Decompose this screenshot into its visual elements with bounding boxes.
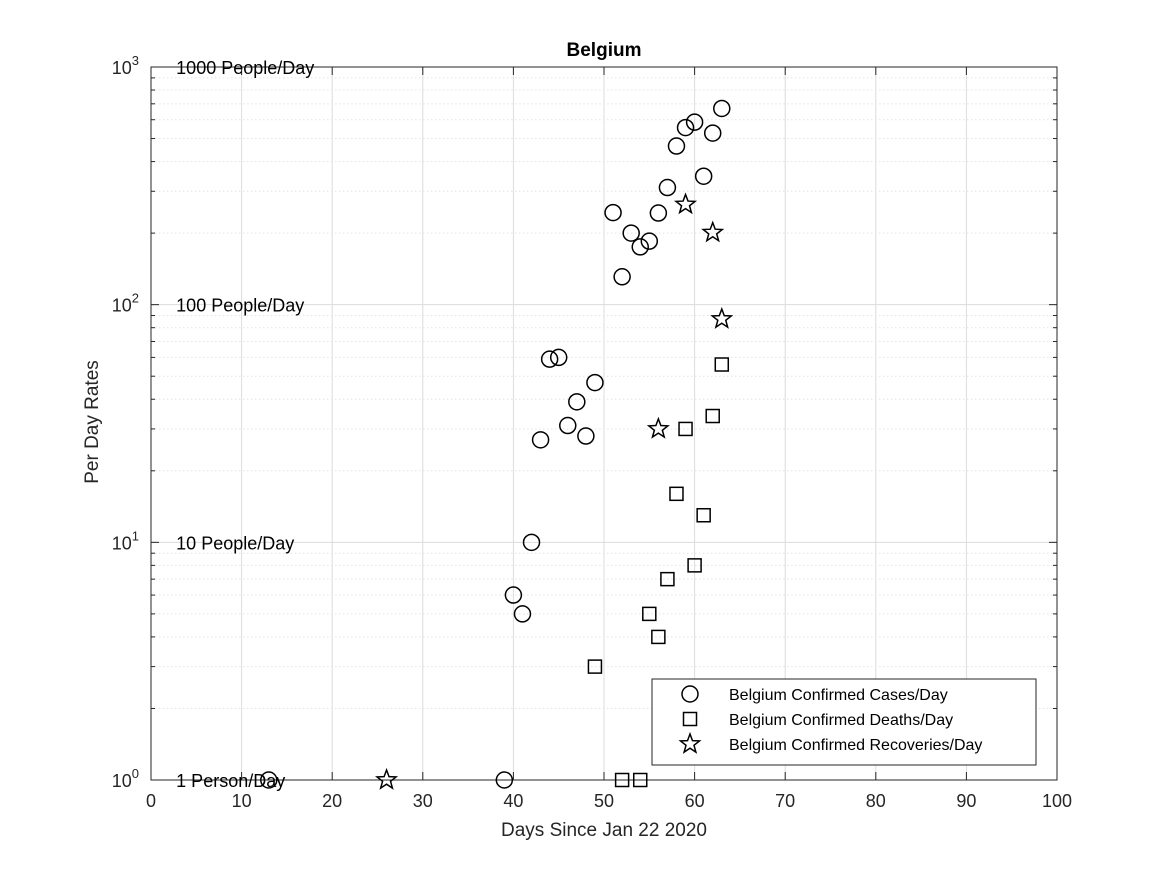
x-tick-label: 30: [413, 791, 433, 811]
axis-ticks: 0 10 20 30 40 50 60 70 80 90 100 100 101 102 103: [112, 53, 1072, 811]
grid-lines: [150, 66, 1058, 781]
star-marker: [673, 192, 698, 215]
circle-marker: [504, 586, 523, 604]
circle-marker: [658, 178, 677, 197]
star-marker: [375, 767, 399, 790]
x-tick-label: 50: [594, 791, 614, 811]
x-tick-label: 80: [866, 791, 886, 811]
circle-marker: [694, 167, 713, 185]
square-marker: [587, 659, 603, 674]
rate-annotations: 1 Person/Day 10 People/Day 100 People/Day 1…: [176, 58, 314, 791]
circle-marker: [604, 203, 622, 222]
x-tick-label: 90: [956, 791, 976, 811]
circle-marker: [685, 113, 704, 131]
star-marker: [701, 220, 725, 243]
y-axis-label: Per Day Rates: [82, 360, 103, 484]
legend-label: Belgium Confirmed Deaths/Day: [729, 712, 953, 729]
x-axis-label: Days Since Jan 22 2020: [501, 820, 707, 841]
x-tick-label: 10: [232, 791, 252, 811]
legend-label: Belgium Confirmed Recoveries/Day: [729, 737, 982, 754]
circle-marker: [559, 416, 577, 435]
legend-circle-icon: [681, 685, 699, 703]
x-tick-label: 0: [146, 791, 156, 811]
x-tick-label: 70: [775, 791, 795, 811]
y-tick-label: 103: [112, 53, 139, 78]
rate-annotation: 10 People/Day: [176, 533, 294, 553]
star-marker: [710, 306, 734, 329]
legend-square-icon: [682, 711, 698, 727]
square-marker: [660, 571, 675, 587]
square-marker: [632, 772, 648, 788]
square-marker: [714, 357, 730, 372]
circle-marker: [613, 268, 631, 286]
circle-marker: [631, 238, 649, 256]
circle-marker: [522, 533, 541, 552]
circle-marker: [531, 431, 550, 449]
square-marker: [678, 421, 693, 437]
circle-marker: [586, 373, 604, 392]
legend: Belgium Confirmed Cases/Day Belgium Confi…: [651, 678, 1037, 766]
x-tick-label: 60: [685, 791, 705, 811]
circle-marker: [260, 771, 278, 789]
x-tick-label: 100: [1042, 791, 1072, 811]
star-marker: [646, 416, 670, 439]
rate-annotation: 100 People/Day: [176, 296, 304, 316]
rate-annotation: 1 Person/Day: [176, 771, 285, 791]
x-tick-label: 40: [503, 791, 523, 811]
series-star: [375, 192, 734, 790]
square-marker: [696, 508, 711, 523]
circle-marker: [495, 771, 514, 789]
square-marker: [651, 629, 666, 645]
square-marker: [687, 558, 702, 573]
circle-marker: [568, 393, 586, 411]
circle-marker: [622, 224, 640, 242]
circle-marker: [676, 118, 695, 137]
circle-marker: [640, 232, 659, 250]
circle-marker: [703, 124, 722, 142]
rate-annotation: 1000 People/Day: [176, 58, 314, 78]
circle-marker: [513, 605, 532, 623]
y-tick-label: 100: [112, 766, 139, 791]
circle-marker: [540, 350, 559, 368]
square-marker: [614, 772, 630, 788]
y-tick-label: 101: [112, 528, 139, 553]
series-square: [587, 357, 730, 788]
legend-star-icon: [678, 731, 702, 754]
circle-marker: [577, 427, 595, 445]
circle-marker: [713, 99, 731, 118]
square-marker: [705, 408, 720, 424]
circle-marker: [649, 204, 668, 222]
y-tick-label: 102: [112, 291, 139, 316]
circle-marker: [667, 137, 686, 155]
circle-marker: [549, 348, 568, 367]
chart-title: Belgium: [567, 40, 642, 61]
square-marker: [669, 486, 684, 502]
legend-box: [651, 678, 1037, 766]
legend-label: Belgium Confirmed Cases/Day: [729, 687, 948, 704]
square-marker: [642, 606, 657, 622]
data-markers: [260, 99, 734, 790]
series-circle: [260, 99, 731, 789]
x-tick-label: 20: [322, 791, 342, 811]
